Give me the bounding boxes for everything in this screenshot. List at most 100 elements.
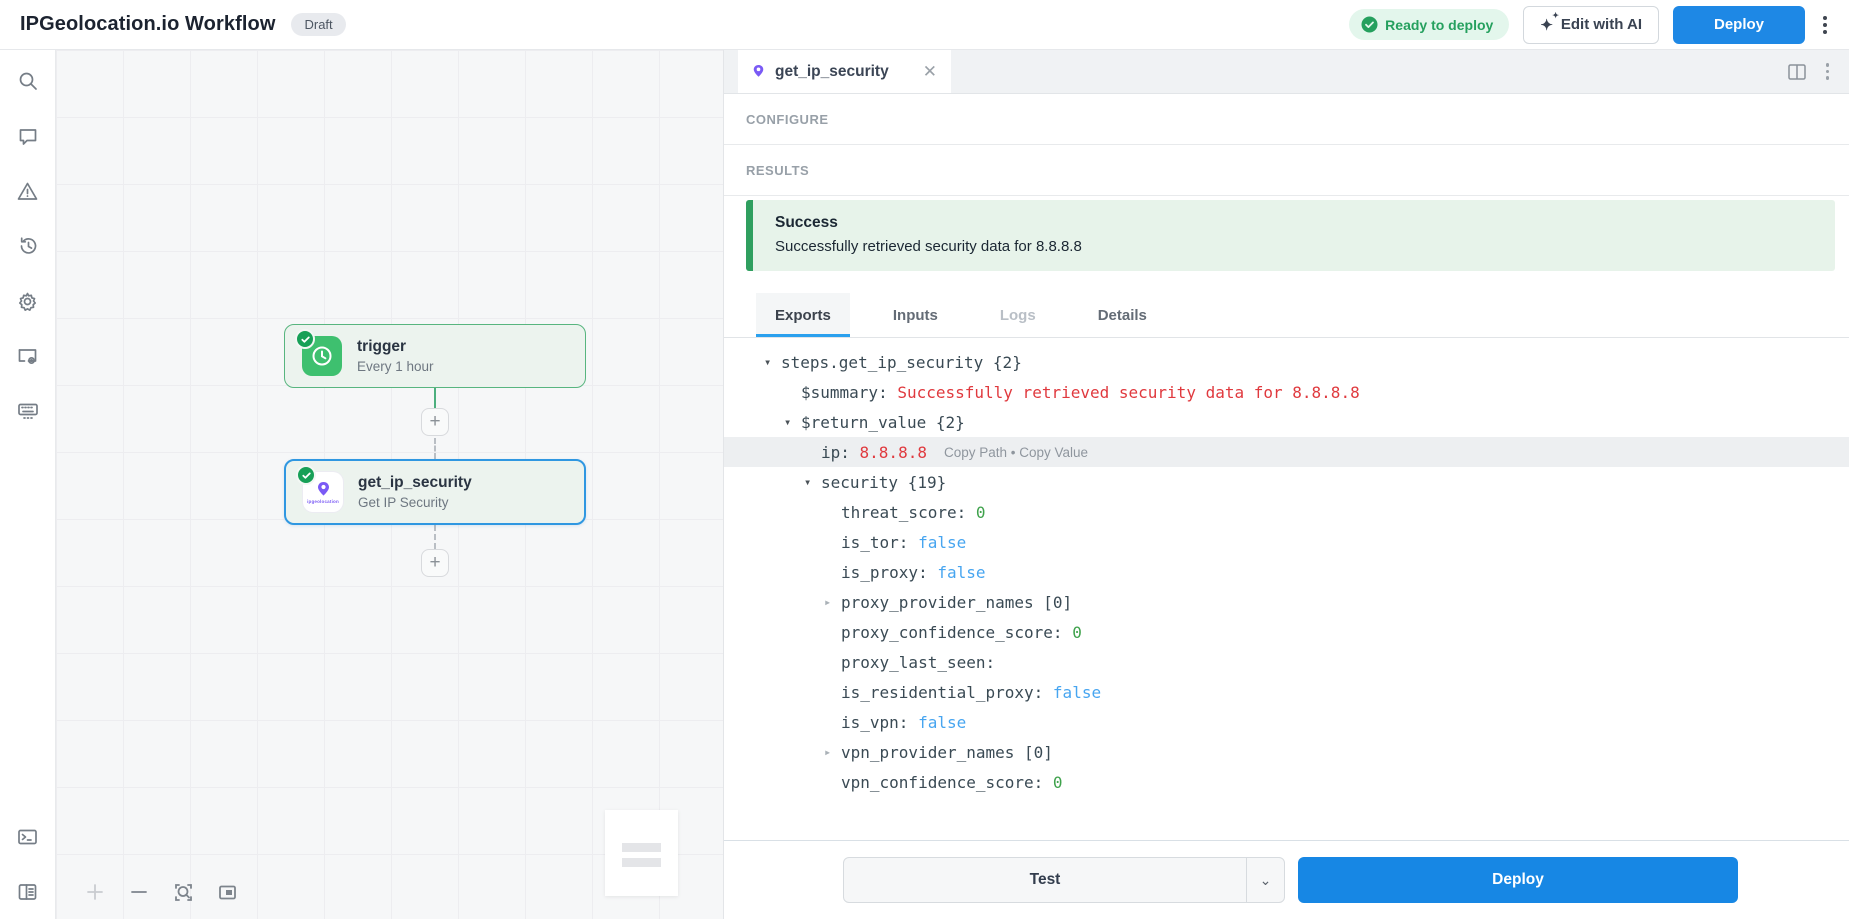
tree-key: vpn_provider_names [0] xyxy=(841,742,1053,762)
tree-key: is_vpn: xyxy=(841,712,919,732)
tab-exports[interactable]: Exports xyxy=(756,293,850,337)
comment-icon[interactable] xyxy=(15,123,41,149)
zoom-fit-icon[interactable] xyxy=(172,881,194,903)
caret-spacer xyxy=(784,385,801,399)
tab-inputs[interactable]: Inputs xyxy=(892,307,938,324)
tab-logs[interactable]: Logs xyxy=(999,307,1036,324)
tree-row[interactable]: ▸ vpn_provider_names [0] xyxy=(724,737,1849,767)
tree-row[interactable]: is_tor: false xyxy=(724,527,1849,557)
step-detail-panel: get_ip_security ✕ CONFIGURE RESULTS Succ… xyxy=(723,50,1849,919)
history-icon[interactable] xyxy=(15,233,41,259)
tree-row[interactable]: is_residential_proxy: false xyxy=(724,677,1849,707)
caret-spacer xyxy=(824,715,841,729)
connector-line-dashed xyxy=(434,438,436,459)
node-subtitle: Every 1 hour xyxy=(357,359,434,374)
tree-row[interactable]: $summary: Successfully retrieved securit… xyxy=(724,377,1849,407)
tab-get-ip-security[interactable]: get_ip_security ✕ xyxy=(738,50,951,93)
tree-value: false xyxy=(1052,682,1102,702)
close-tab-icon[interactable]: ✕ xyxy=(922,61,937,81)
tree-key: is_residential_proxy: xyxy=(841,682,1053,702)
success-banner-bar xyxy=(746,200,753,271)
exports-json-tree: ▾ steps.get_ip_security {2} $summary: Suc… xyxy=(724,338,1849,840)
more-options-icon[interactable] xyxy=(1819,12,1831,38)
tree-row[interactable]: threat_score: 0 xyxy=(724,497,1849,527)
caret-open-icon[interactable]: ▾ xyxy=(784,415,792,429)
add-step-button[interactable]: + xyxy=(421,549,449,577)
keyboard-icon[interactable] xyxy=(15,398,41,424)
success-check-badge xyxy=(295,329,315,349)
add-step-button[interactable]: + xyxy=(421,408,449,436)
caret-closed-icon[interactable]: ▸ xyxy=(824,595,832,609)
results-section-header[interactable]: RESULTS xyxy=(746,162,810,178)
tree-row[interactable]: ▾ $return_value {2} xyxy=(724,407,1849,437)
node-trigger[interactable]: trigger Every 1 hour xyxy=(284,324,586,388)
test-options-chevron-icon[interactable]: ⌄ xyxy=(1246,858,1284,902)
warning-icon[interactable] xyxy=(15,178,41,204)
tree-row[interactable]: is_vpn: false xyxy=(724,707,1849,737)
copy-actions[interactable]: Copy Path • Copy Value xyxy=(943,444,1089,460)
workflow-canvas[interactable]: trigger Every 1 hour + ipgeolocation get… xyxy=(56,50,723,919)
minimap-node xyxy=(622,843,661,852)
configure-section-header[interactable]: CONFIGURE xyxy=(746,111,829,127)
tree-row[interactable]: is_proxy: false xyxy=(724,557,1849,587)
caret-open-icon[interactable]: ▾ xyxy=(804,475,812,489)
success-banner-title: Success xyxy=(775,214,838,231)
edit-with-ai-label: Edit with AI xyxy=(1560,16,1642,33)
tree-row[interactable]: vpn_confidence_score: 0 xyxy=(724,767,1849,797)
split-view-icon[interactable] xyxy=(1787,63,1806,80)
ipgeolocation-icon: ipgeolocation xyxy=(296,465,343,512)
docs-panel-icon[interactable] xyxy=(15,879,41,905)
search-icon[interactable] xyxy=(15,68,41,94)
tree-value: Successfully retrieved security data for… xyxy=(897,382,1360,402)
tree-value: 0 xyxy=(975,502,986,522)
caret-spacer xyxy=(824,535,841,549)
minimap[interactable] xyxy=(605,810,678,896)
connector-line-dashed xyxy=(434,525,436,549)
tree-row[interactable]: proxy_confidence_score: 0 xyxy=(724,617,1849,647)
caret-spacer xyxy=(824,565,841,579)
tree-key: security {19} xyxy=(821,472,947,492)
deploy-button-header[interactable]: Deploy xyxy=(1673,5,1805,44)
tree-key: is_tor: xyxy=(841,532,919,552)
trigger-clock-icon xyxy=(295,329,342,376)
tab-details[interactable]: Details xyxy=(1097,307,1147,324)
tree-row[interactable]: proxy_last_seen: xyxy=(724,647,1849,677)
tab-label: get_ip_security xyxy=(775,62,889,80)
zoom-out-icon[interactable] xyxy=(128,881,150,903)
tree-key: ip: xyxy=(821,442,860,462)
tree-row[interactable]: ip: 8.8.8.8 Copy Path • Copy Value xyxy=(724,437,1849,467)
caret-spacer xyxy=(824,685,841,699)
settings-gear-icon[interactable] xyxy=(15,288,41,314)
deploy-button-footer[interactable]: Deploy xyxy=(1298,857,1738,903)
test-split-button[interactable]: Test ⌄ xyxy=(843,857,1285,903)
window-settings-icon[interactable] xyxy=(15,343,41,369)
connector-line xyxy=(434,388,436,414)
left-toolbar xyxy=(0,50,56,919)
tree-row[interactable]: ▸ proxy_provider_names [0] xyxy=(724,587,1849,617)
panel-footer: Test ⌄ Deploy xyxy=(724,840,1849,919)
tree-value: 8.8.8.8 xyxy=(859,442,927,462)
tree-key: proxy_confidence_score: xyxy=(841,622,1073,642)
draft-badge: Draft xyxy=(291,13,346,36)
zoom-in-icon[interactable] xyxy=(84,881,106,903)
caret-open-icon[interactable]: ▾ xyxy=(764,355,772,369)
tree-row[interactable]: ▾ security {19} xyxy=(724,467,1849,497)
tree-row[interactable]: ▾ steps.get_ip_security {2} xyxy=(724,347,1849,377)
caret-closed-icon[interactable]: ▸ xyxy=(824,745,832,759)
terminal-icon[interactable] xyxy=(15,824,41,850)
node-get-ip-security[interactable]: ipgeolocation get_ip_security Get IP Sec… xyxy=(284,459,586,525)
minimap-toggle-icon[interactable] xyxy=(216,881,238,903)
success-banner-message: Successfully retrieved security data for… xyxy=(775,238,1082,255)
tree-value: 0 xyxy=(1052,772,1063,792)
tree-value: false xyxy=(918,712,967,732)
test-button[interactable]: Test xyxy=(1029,871,1061,888)
tree-value: false xyxy=(937,562,986,582)
edit-with-ai-button[interactable]: ✦ ✦ Edit with AI xyxy=(1523,5,1659,44)
results-tabs: Exports Inputs Logs Details xyxy=(724,293,1849,338)
check-circle-icon xyxy=(1361,16,1378,33)
canvas-zoom-controls xyxy=(84,881,238,903)
panel-more-icon[interactable] xyxy=(1825,63,1829,80)
node-title: trigger xyxy=(357,338,407,355)
tree-key: proxy_last_seen: xyxy=(841,652,1005,672)
caret-spacer xyxy=(824,655,841,669)
